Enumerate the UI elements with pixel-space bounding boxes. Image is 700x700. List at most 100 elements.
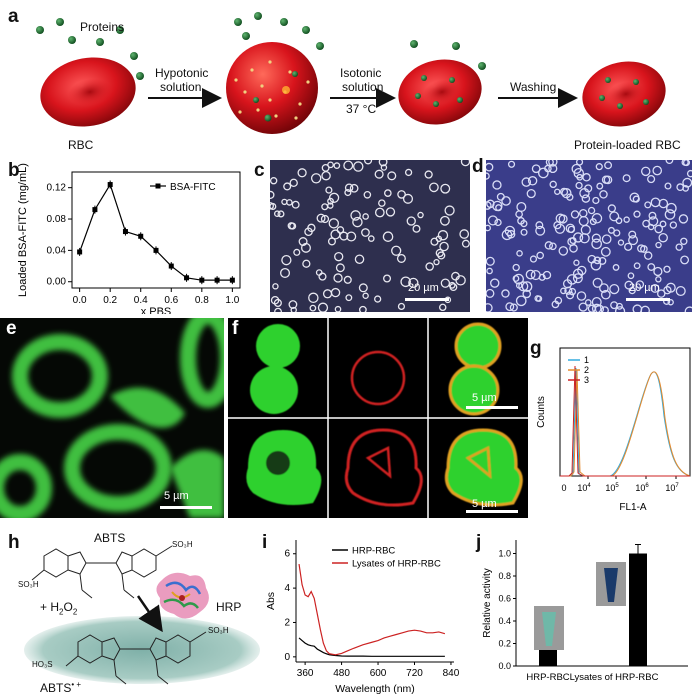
cell (609, 284, 620, 295)
cell (400, 276, 412, 288)
cell (334, 305, 342, 312)
cell (383, 274, 392, 283)
abts-radical-structure (65, 631, 207, 685)
x-tick-label: 0.4 (134, 295, 148, 306)
rbc-loading-schematic (36, 12, 666, 134)
cell (590, 259, 602, 271)
cell (397, 190, 406, 199)
y-tick-label: 0.0 (498, 661, 511, 671)
cell (610, 301, 619, 310)
cell (517, 217, 525, 225)
cell (558, 246, 569, 256)
cell (343, 275, 352, 284)
y-axis-label: Loaded BSA-FITC (mg/mL) (17, 163, 29, 297)
label-so3h-top-right: SO₃H (172, 540, 193, 549)
cell (486, 303, 493, 312)
cell (622, 174, 631, 183)
cell (548, 160, 558, 167)
data-point (92, 207, 98, 213)
rbc-cell (40, 57, 136, 127)
cell (486, 172, 490, 180)
cell (506, 229, 516, 239)
protein-particles (410, 40, 486, 70)
cell (640, 305, 650, 312)
label-washing: Washing (510, 80, 557, 94)
cell (308, 292, 319, 304)
x-tick-label: 480 (333, 668, 350, 679)
cell (555, 213, 566, 224)
cell (424, 170, 433, 179)
scale-label-e: 5 µm (164, 490, 189, 502)
cell (336, 226, 345, 234)
cell (289, 178, 298, 188)
cell (281, 255, 292, 266)
cell (576, 291, 587, 301)
cell (374, 207, 385, 218)
cell (440, 183, 451, 194)
series-line-lysates (298, 563, 446, 656)
cell (273, 298, 282, 308)
cell (516, 250, 523, 257)
cell (270, 190, 275, 200)
cell (577, 265, 587, 276)
legend-label: BSA-FITC (170, 182, 216, 193)
cell (591, 238, 602, 250)
cell (270, 295, 280, 305)
resealed-rbc (398, 59, 482, 125)
cell (571, 163, 582, 174)
cell (615, 217, 623, 225)
cell (281, 198, 288, 206)
panel-b-label: b (8, 160, 20, 181)
cell (378, 160, 388, 167)
data-point (168, 263, 174, 269)
protein-particles (36, 18, 144, 80)
legend-marker (155, 183, 161, 189)
cell (587, 304, 596, 312)
cell (362, 292, 369, 299)
cell (396, 253, 406, 263)
data-point (107, 182, 113, 188)
data-point (199, 277, 205, 283)
series-line-hrp-rbc (298, 637, 445, 657)
cell (565, 291, 575, 300)
cell (612, 264, 620, 271)
series-line-bsa-fitc (79, 183, 233, 281)
data-point (214, 277, 220, 283)
cell (544, 241, 554, 250)
cell (330, 229, 341, 240)
cell (516, 201, 527, 212)
cell (667, 299, 674, 306)
cell (513, 273, 524, 285)
cell (290, 306, 297, 312)
cell (364, 160, 373, 165)
y-tick-label: 0.12 (47, 183, 67, 194)
label-temperature: 37 °C (346, 102, 377, 116)
data-point (122, 229, 128, 235)
cell (675, 243, 683, 251)
cell (666, 202, 677, 214)
cell (309, 304, 317, 312)
label-hypotonic: Hypotonic (155, 66, 209, 80)
panel-c-label: c (254, 160, 265, 181)
cell (358, 283, 368, 293)
cell (437, 230, 449, 241)
cell (580, 224, 591, 235)
cell (325, 186, 333, 194)
y-tick-label: 0.08 (47, 214, 67, 225)
label-solution-2: solution (342, 80, 384, 94)
cell (669, 221, 678, 229)
cell (297, 168, 307, 178)
x-axis-label: Wavelength (nm) (335, 683, 415, 695)
cell (663, 286, 672, 295)
cell (569, 244, 578, 253)
confocal-grid-f: 5 µm 5 µm (228, 318, 528, 518)
cell (461, 239, 470, 248)
cell (353, 161, 364, 172)
cell (406, 216, 416, 226)
cell (333, 162, 341, 169)
cell (298, 237, 308, 247)
cell (680, 237, 688, 246)
scale-bar-d (626, 298, 670, 301)
cell (486, 267, 493, 275)
cell (437, 251, 446, 260)
